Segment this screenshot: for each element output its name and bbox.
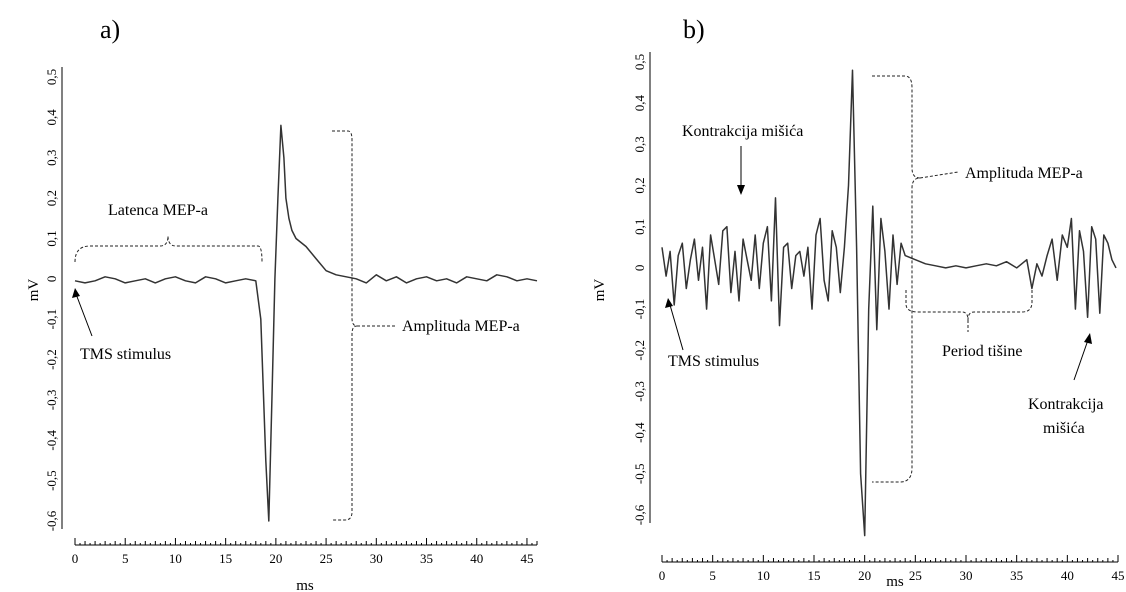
contraction-top-arrowhead-b [737, 185, 745, 195]
x-tick-label: 25 [909, 568, 922, 583]
tms-label-b: TMS stimulus [668, 353, 759, 370]
y-tick-label: 0,2 [44, 190, 59, 206]
y-tick-label: -0,6 [44, 510, 59, 531]
silent-period-label-b: Period tišine [942, 343, 1022, 360]
x-tick-label: 0 [72, 551, 79, 566]
tms-arrow-b [669, 304, 684, 351]
x-tick-label: 5 [122, 551, 129, 566]
x-tick-label: 35 [1010, 568, 1023, 583]
x-axis-title-a: ms [296, 578, 314, 592]
contraction-bottom-arrowhead-b [1084, 333, 1092, 344]
y-tick-label: 0,1 [632, 219, 647, 235]
panel-label-a: a) [100, 15, 120, 44]
y-tick-label: 0,5 [632, 54, 647, 70]
tms-arrow-a [75, 293, 93, 337]
y-tick-label: 0 [632, 265, 647, 272]
x-tick-label: 0 [659, 568, 666, 583]
amplitude-label-a: Amplituda MEP-a [402, 318, 520, 335]
y-tick-label: -0,3 [632, 381, 647, 402]
y-axis-title-a: mV [26, 279, 42, 302]
contraction-bottom-label-b-2: mišića [1043, 420, 1085, 437]
y-tick-label: -0,2 [632, 340, 647, 361]
y-tick-label: 0,3 [632, 136, 647, 152]
series-line-a [74, 124, 538, 522]
x-tick-label: 45 [1112, 568, 1125, 583]
x-tick-label: 40 [470, 551, 483, 566]
series-line-b [661, 69, 1117, 537]
amplitude-bracket-b [872, 75, 921, 483]
x-tick-label: 20 [269, 551, 282, 566]
x-tick-label: 30 [960, 568, 973, 583]
y-tick-label: 0,4 [632, 95, 647, 112]
y-tick-label: -0,5 [632, 464, 647, 485]
x-tick-label: 35 [420, 551, 433, 566]
y-tick-label: -0,4 [632, 422, 647, 443]
x-tick-label: 45 [520, 551, 533, 566]
contraction-bottom-label-b-1: Kontrakcija [1028, 396, 1104, 413]
x-axis-b: 0 5 10 15 20 25 30 35 40 45 [659, 555, 1125, 583]
y-axis-b: 0,5 0,4 0,3 0,2 0,1 0 -0,1 -0,2 -0,3 -0,4 -0,5 -0,6 [632, 52, 651, 525]
x-tick-label: 20 [858, 568, 871, 583]
x-tick-label: 25 [320, 551, 333, 566]
y-tick-label: -0,1 [44, 309, 59, 330]
y-tick-label: -0,5 [44, 470, 59, 491]
x-axis-title-b: ms [886, 574, 904, 590]
y-tick-label: 0,5 [44, 69, 59, 85]
y-tick-label: 0,2 [632, 177, 647, 193]
y-tick-label: -0,6 [632, 504, 647, 525]
x-tick-label: 30 [370, 551, 383, 566]
y-tick-label: 0,1 [44, 230, 59, 246]
amplitude-leader-b [919, 171, 959, 179]
silent-period-bracket-b [905, 288, 1033, 321]
x-tick-label: 40 [1061, 568, 1074, 583]
chart-panel-b: b) 0,5 0,4 0,3 0,2 0,1 0 -0,1 -0,2 -0,3 -0,4 -0,5 -… [592, 15, 1125, 590]
x-tick-label: 15 [808, 568, 821, 583]
tms-arrowhead-a [72, 288, 80, 298]
amplitude-bracket-a [332, 130, 358, 521]
contraction-top-label-b: Kontrakcija mišića [682, 123, 803, 140]
y-tick-label: 0,3 [44, 150, 59, 166]
y-tick-label: -0,4 [44, 429, 59, 450]
y-tick-label: 0,4 [44, 109, 59, 126]
chart-panel-a: a) 0,5 0,4 0,3 0,2 0,1 0 -0,1 -0,2 -0,3 -0,4 -0,5 -… [26, 15, 538, 592]
latency-label-a: Latenca MEP-a [108, 202, 208, 219]
x-tick-label: 10 [757, 568, 770, 583]
y-tick-label: 0 [44, 276, 59, 283]
y-tick-label: -0,2 [44, 349, 59, 370]
x-tick-label: 5 [709, 568, 716, 583]
x-tick-label: 10 [169, 551, 182, 566]
latency-bracket-a [74, 235, 263, 263]
x-tick-label: 15 [219, 551, 232, 566]
y-axis-a: 0,5 0,4 0,3 0,2 0,1 0 -0,1 -0,2 -0,3 -0,4 -0,5 -0,6 [44, 67, 63, 531]
x-axis-a: 0 5 10 15 20 25 30 35 40 45 [72, 538, 538, 566]
y-tick-label: -0,1 [632, 299, 647, 320]
amplitude-label-b: Amplituda MEP-a [965, 165, 1083, 182]
tms-label-a: TMS stimulus [80, 346, 171, 363]
contraction-bottom-arrow-b [1073, 339, 1089, 381]
y-tick-label: -0,3 [44, 390, 59, 411]
panel-label-b: b) [683, 15, 705, 44]
y-axis-title-b: mV [592, 279, 608, 302]
tms-arrowhead-b [665, 298, 673, 308]
